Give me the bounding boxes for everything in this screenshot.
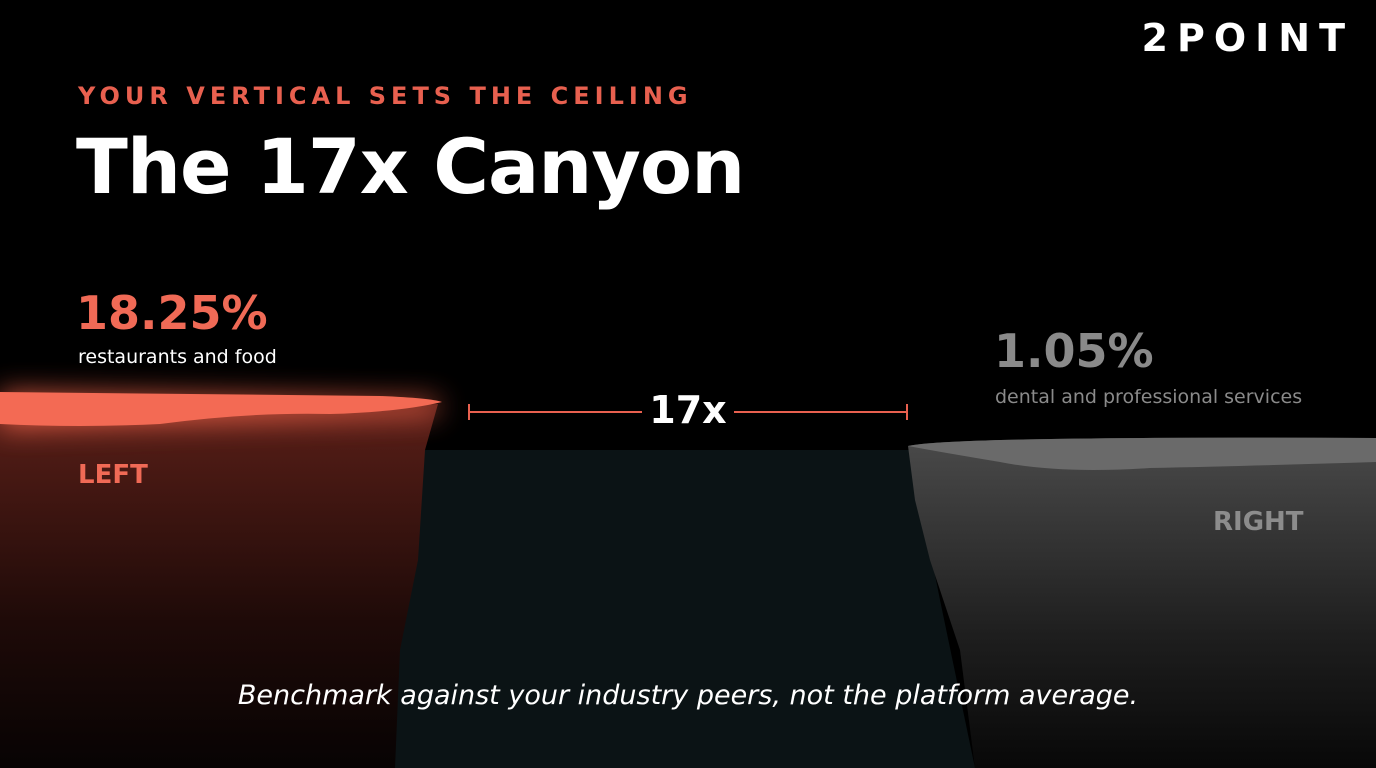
- left-cliff: [0, 404, 438, 768]
- left-tag: LEFT: [78, 460, 148, 490]
- right-cliff: [908, 437, 1376, 768]
- left-label: restaurants and food: [78, 346, 277, 368]
- right-tag: RIGHT: [1213, 507, 1304, 537]
- eyebrow: YOUR VERTICAL SETS THE CEILING: [78, 82, 693, 110]
- canyon-floor: [365, 450, 975, 768]
- title: The 17x Canyon: [76, 122, 745, 211]
- right-label: dental and professional services: [995, 386, 1303, 408]
- brand: 2POINT: [1141, 16, 1354, 60]
- left-value: 18.25%: [76, 286, 268, 340]
- footer: Benchmark against your industry peers, n…: [237, 680, 1139, 711]
- right-value: 1.05%: [994, 324, 1154, 378]
- gap-bracket: [468, 404, 908, 420]
- left-ledge: [0, 392, 442, 426]
- gap-label: 17x: [649, 388, 727, 432]
- right-ledge: [908, 437, 1376, 470]
